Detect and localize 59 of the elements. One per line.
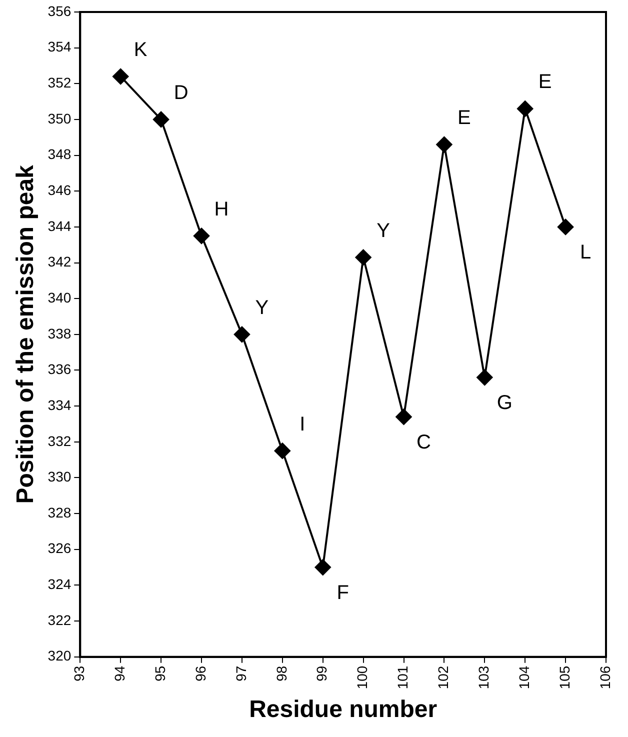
- point: [517, 100, 534, 117]
- y-tick-label: 324: [48, 576, 72, 592]
- data-label: Y: [376, 220, 390, 242]
- x-tick-label: 94: [111, 666, 128, 682]
- x-tick-label: 98: [273, 666, 290, 682]
- point: [314, 559, 331, 576]
- y-tick-label: 344: [48, 218, 72, 234]
- x-tick-label: 106: [596, 666, 613, 690]
- y-tick-label: 334: [48, 396, 72, 413]
- x-tick-label: 96: [192, 666, 208, 682]
- x-tick-label: 100: [354, 666, 370, 690]
- point: [355, 249, 372, 266]
- y-tick-label: 322: [48, 612, 72, 628]
- y-tick-label: 340: [48, 289, 72, 306]
- x-tick-label: 103: [476, 666, 492, 690]
- point: [234, 326, 250, 342]
- y-tick-label: 352: [48, 74, 72, 91]
- y-tick-label: 326: [48, 540, 72, 556]
- y-tick-label: 332: [48, 432, 72, 449]
- y-tick-label: 350: [48, 110, 72, 126]
- data-label: E: [538, 71, 552, 94]
- point: [558, 218, 574, 235]
- data-label: Y: [255, 296, 269, 319]
- y-tick-label: 356: [48, 2, 72, 19]
- y-tick-label: 348: [48, 146, 72, 162]
- data-label: I: [300, 413, 306, 436]
- y-tick-label: 330: [48, 468, 72, 485]
- data-label: D: [174, 82, 188, 104]
- x-tick-label: 99: [314, 666, 330, 682]
- data-label: L: [580, 241, 592, 264]
- data-label: H: [214, 198, 229, 220]
- y-tick-label: 328: [48, 504, 72, 520]
- data-label: F: [336, 582, 349, 604]
- point: [396, 408, 412, 425]
- x-tick-label: 102: [435, 666, 452, 690]
- x-tick-label: 93: [71, 666, 88, 682]
- y-tick-label: 354: [48, 38, 72, 55]
- x-tick-label: 104: [516, 666, 532, 690]
- y-tick-label: 342: [48, 254, 72, 270]
- y-tick-label: 338: [48, 325, 72, 342]
- x-axis-title: Residue number: [249, 696, 438, 724]
- y-axis-title: Position of the emission peak: [12, 164, 40, 504]
- point: [436, 136, 452, 153]
- data-label: C: [416, 431, 431, 454]
- y-tick-label: 336: [48, 361, 72, 378]
- data-label: E: [458, 107, 471, 130]
- point: [153, 111, 170, 128]
- x-tick-label: 105: [556, 666, 572, 690]
- data-label: K: [134, 39, 148, 61]
- y-tick-label: 320: [48, 648, 72, 664]
- point: [274, 442, 290, 459]
- point: [476, 369, 493, 386]
- point: [194, 228, 210, 244]
- x-tick-label: 101: [394, 666, 411, 690]
- x-tick-label: 95: [152, 666, 168, 682]
- x-tick-label: 97: [232, 666, 249, 682]
- y-tick-label: 346: [48, 182, 72, 198]
- point: [112, 68, 129, 84]
- data-label: G: [496, 392, 512, 414]
